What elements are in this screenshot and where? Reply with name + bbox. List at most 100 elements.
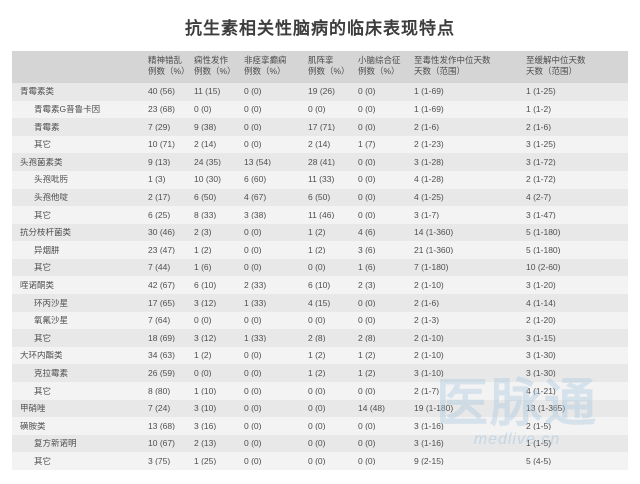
- row-label: 头孢吡肟: [34, 175, 69, 184]
- table-row: 其它 10 (71) 2 (14) 0 (0) 2 (14) 1 (7) 2 (1-23) 3…: [12, 135, 628, 154]
- table-cell: 4 (2-7): [526, 193, 552, 202]
- table-cell: 1 (2): [194, 245, 212, 255]
- table-cell: 3 (1-7): [414, 210, 440, 220]
- table-cell: 1 (10): [194, 386, 217, 396]
- table-cell: 0 (0): [244, 404, 262, 413]
- table-cell: 3 (12): [194, 333, 217, 343]
- table-row: 青霉素类 40 (56) 11 (15) 0 (0) 19 (26) 0 (0) 1 (1-…: [12, 82, 628, 101]
- row-label: 抗分枝杆菌类: [20, 228, 72, 237]
- row-label: 喹诺酮类: [20, 281, 55, 290]
- clinical-features-table: 精神错乱 例数（%） 痫性发作 例数（%） 非痉挛癫痫 例数（%） 肌阵挛 例数（%） 小脑综合…: [12, 51, 628, 470]
- table-cell: 0 (0): [308, 263, 326, 272]
- table-cell: 0 (0): [358, 105, 376, 114]
- table-cell: 1 (1-25): [526, 87, 556, 96]
- row-label: 环丙沙星: [34, 298, 69, 308]
- header-cell: [12, 65, 148, 67]
- table-cell: 3 (1-30): [526, 351, 556, 360]
- table-cell: 3 (16): [194, 421, 217, 431]
- table-cell: 1 (2): [194, 351, 212, 360]
- table-cell: 0 (0): [244, 87, 262, 96]
- table-row: 复方新诺明 10 (67) 2 (13) 0 (0) 0 (0) 0 (0) 3 (1-16…: [12, 434, 628, 453]
- table-cell: 30 (46): [148, 228, 175, 237]
- table-cell: 0 (0): [244, 421, 262, 431]
- row-label: 其它: [34, 333, 52, 343]
- table-cell: 0 (0): [244, 245, 262, 255]
- table-cell: 0 (0): [358, 193, 376, 202]
- table-cell: 1 (3): [148, 175, 166, 184]
- table-cell: 2 (13): [194, 439, 217, 448]
- table-cell: 9 (2-15): [414, 456, 444, 466]
- table-cell: 3 (75): [148, 456, 171, 466]
- table-cell: 2 (1-5): [526, 421, 552, 431]
- table-cell: 10 (71): [148, 140, 175, 149]
- table-row: 其它 18 (69) 3 (12) 1 (33) 2 (8) 2 (8) 2 (1-10) 3…: [12, 329, 628, 347]
- table-row: 环丙沙星 17 (65) 3 (12) 1 (33) 4 (15) 0 (0) 2 (1-6…: [12, 294, 628, 312]
- table-cell: 0 (0): [308, 404, 326, 413]
- table-cell: 2 (33): [244, 281, 267, 290]
- table-cell: 0 (0): [244, 105, 262, 114]
- table-cell: 0 (0): [244, 368, 262, 378]
- table-cell: 11 (33): [308, 175, 335, 184]
- table-body: 青霉素类 40 (56) 11 (15) 0 (0) 19 (26) 0 (0) 1 (1-…: [12, 82, 628, 470]
- table-cell: 4 (6): [358, 228, 376, 237]
- table-row: 头孢他啶 2 (17) 6 (50) 4 (67) 6 (50) 0 (0) 4 (1-25…: [12, 188, 628, 207]
- table-cell: 3 (1-72): [526, 157, 556, 167]
- table-cell: 0 (0): [308, 316, 326, 325]
- table-cell: 3 (1-25): [526, 140, 556, 149]
- table-cell: 1 (33): [244, 333, 267, 343]
- table-cell: 6 (25): [148, 210, 171, 220]
- header-cell: 至缓解中位天数 天数（范围）: [526, 55, 586, 77]
- table-cell: 3 (1-16): [414, 439, 444, 448]
- table-cell: 7 (24): [148, 404, 171, 413]
- table-cell: 11 (46): [308, 210, 335, 220]
- table-cell: 0 (0): [244, 122, 262, 132]
- table-cell: 4 (1-21): [526, 386, 556, 396]
- table-cell: 4 (1-14): [526, 298, 556, 308]
- table-row: 喹诺酮类 42 (67) 6 (10) 2 (33) 6 (10) 2 (3) 2 (1-1…: [12, 276, 628, 295]
- table-cell: 7 (1-180): [414, 263, 449, 272]
- table-cell: 7 (64): [148, 316, 171, 325]
- table-cell: 0 (0): [308, 105, 326, 114]
- table-cell: 2 (1-3): [414, 316, 440, 325]
- table-cell: 2 (1-10): [414, 351, 444, 360]
- table-cell: 2 (8): [358, 333, 376, 343]
- table-cell: 2 (14): [308, 140, 331, 149]
- table-cell: 1 (1-69): [414, 87, 444, 96]
- table-cell: 5 (1-180): [526, 228, 561, 237]
- table-cell: 8 (33): [194, 210, 217, 220]
- table-cell: 18 (69): [148, 333, 175, 343]
- table-cell: 2 (1-7): [414, 386, 440, 396]
- header-cell: 小脑综合征 例数（%）: [358, 55, 401, 77]
- table-cell: 0 (0): [358, 439, 376, 448]
- table-cell: 40 (56): [148, 87, 175, 96]
- table-cell: 11 (15): [194, 87, 221, 96]
- table-cell: 4 (1-25): [414, 193, 444, 202]
- table-cell: 8 (80): [148, 386, 171, 396]
- row-label: 青霉素类: [20, 87, 55, 96]
- table-cell: 0 (0): [358, 210, 376, 220]
- table-cell: 0 (0): [194, 316, 212, 325]
- row-label: 大环内酯类: [20, 351, 63, 360]
- table-cell: 2 (1-10): [414, 281, 444, 290]
- table-cell: 0 (0): [244, 439, 262, 448]
- table-cell: 3 (12): [194, 298, 217, 308]
- table-cell: 3 (1-16): [414, 421, 444, 431]
- row-label: 青霉素: [34, 122, 60, 132]
- table-cell: 2 (8): [308, 333, 326, 343]
- table-row: 大环内酯类 34 (63) 1 (2) 0 (0) 1 (2) 1 (2) 2 (1-10)…: [12, 346, 628, 365]
- row-label: 磺胺类: [20, 421, 46, 431]
- table-row: 抗分枝杆菌类 30 (46) 2 (3) 0 (0) 1 (2) 4 (6) 14 (1-3…: [12, 223, 628, 242]
- table-cell: 1 (2): [308, 368, 326, 378]
- table-cell: 2 (14): [194, 140, 217, 149]
- table-cell: 0 (0): [358, 157, 376, 167]
- table-cell: 3 (6): [358, 245, 376, 255]
- table-row: 磺胺类 13 (68) 3 (16) 0 (0) 0 (0) 0 (0) 3 (1-16) 2…: [12, 417, 628, 435]
- table-cell: 3 (10): [194, 404, 217, 413]
- table-cell: 19 (26): [308, 87, 335, 96]
- table-cell: 4 (15): [308, 298, 331, 308]
- table-cell: 0 (0): [358, 456, 376, 466]
- table-cell: 0 (0): [244, 456, 262, 466]
- row-label: 氧氟沙星: [34, 316, 69, 325]
- table-cell: 2 (1-23): [414, 140, 444, 149]
- table-cell: 13 (1-365): [526, 404, 566, 413]
